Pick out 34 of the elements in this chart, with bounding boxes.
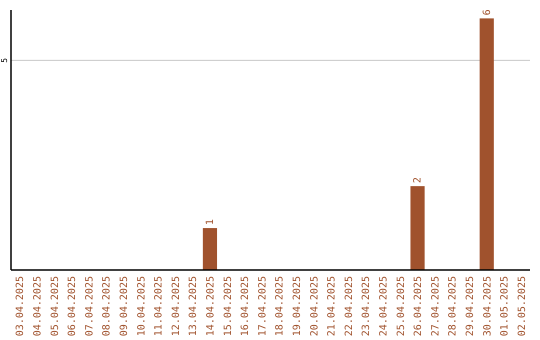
x-tick-label: 12.04.2025	[170, 276, 182, 336]
x-tick-label: 19.04.2025	[292, 276, 303, 336]
x-tick-label: 06.04.2025	[67, 276, 78, 336]
x-tick-label: 29.04.2025	[464, 276, 476, 336]
x-tick-label: 16.04.2025	[240, 276, 252, 336]
data-label: 2	[412, 177, 424, 184]
x-tick-label: 24.04.2025	[378, 276, 390, 336]
x-tick-label: 01.05.2025	[500, 276, 511, 336]
x-tick-label: 07.04.2025	[84, 276, 96, 336]
x-tick-label: 13.04.2025	[188, 276, 200, 336]
x-tick-label: 11.04.2025	[154, 276, 165, 336]
x-tick-label: 03.04.2025	[15, 276, 26, 336]
x-tick-label: 28.04.2025	[448, 276, 459, 336]
x-tick-label: 14.04.2025	[205, 276, 216, 336]
x-tick-label: 08.04.2025	[102, 276, 113, 336]
x-tick-label: 05.04.2025	[50, 276, 61, 336]
x-tick-label: 27.04.2025	[430, 276, 442, 336]
data-label: 6	[482, 9, 493, 16]
x-tick-label: 23.04.2025	[361, 276, 372, 336]
x-tick-label: 15.04.2025	[222, 276, 234, 336]
x-tick-label: 25.04.2025	[396, 276, 407, 336]
x-tick-label: 22.04.2025	[344, 276, 355, 336]
x-tick-label: 17.04.2025	[257, 276, 268, 336]
data-label: 1	[204, 219, 216, 226]
x-tick-label: 26.04.2025	[413, 276, 424, 336]
x-tick-label: 10.04.2025	[136, 276, 148, 336]
x-tick-label: 18.04.2025	[274, 276, 286, 336]
y-tick-label: 5	[0, 58, 9, 63]
x-tick-label: 20.04.2025	[309, 276, 320, 336]
x-tick-label: 09.04.2025	[118, 276, 130, 336]
x-tick-label: 02.05.2025	[516, 276, 528, 336]
x-tick-label: 21.04.2025	[326, 276, 338, 336]
x-tick-label: 30.04.2025	[482, 276, 494, 336]
x-tick-label: 04.04.2025	[32, 276, 44, 336]
